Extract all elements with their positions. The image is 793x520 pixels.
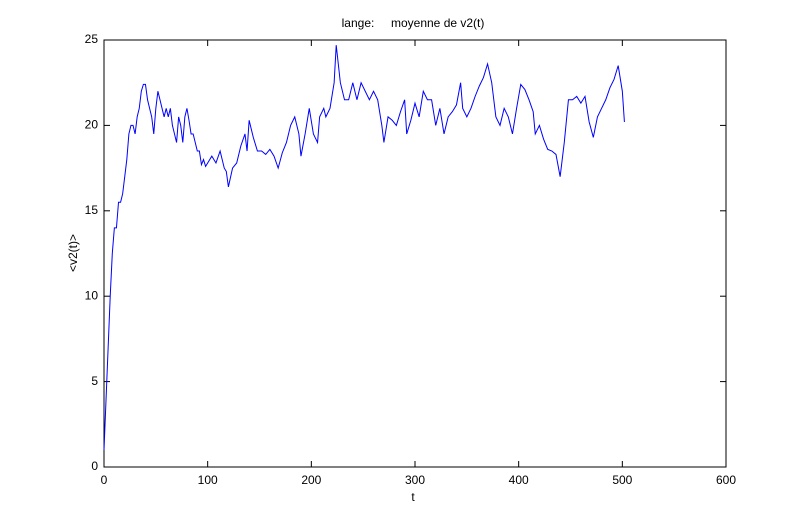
x-tick-label: 600 — [716, 473, 736, 487]
x-tick-label: 200 — [301, 473, 321, 487]
plot-frame — [103, 39, 727, 468]
data-line — [103, 45, 625, 450]
x-tick-label: 400 — [509, 473, 529, 487]
y-tick-label: 25 — [85, 32, 99, 46]
chart-title: lange: moyenne de v2(t) — [342, 16, 485, 30]
y-tick-label: 5 — [91, 374, 98, 388]
x-tick-label: 500 — [612, 473, 632, 487]
y-tick-label: 0 — [91, 459, 98, 473]
y-tick-label: 10 — [85, 288, 99, 302]
y-axis-label: <v2(t)> — [66, 234, 80, 272]
x-tick-label: 100 — [198, 473, 218, 487]
x-tick-label: 0 — [101, 473, 108, 487]
x-tick-label: 300 — [405, 473, 425, 487]
x-axis-label: t — [411, 490, 415, 504]
y-tick-label: 20 — [85, 118, 99, 132]
y-tick-label: 15 — [85, 203, 99, 217]
